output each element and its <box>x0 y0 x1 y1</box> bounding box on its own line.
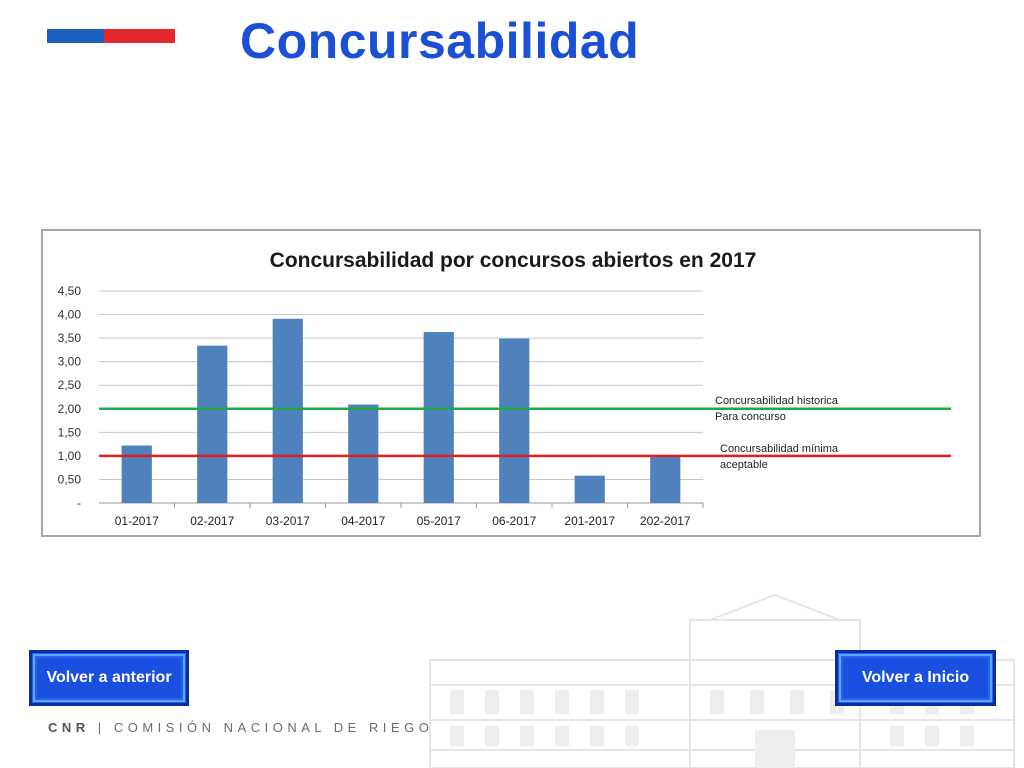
reference-line-label: Concursabilidad historica Para concurso <box>715 395 839 423</box>
bar <box>197 345 228 503</box>
footer-brand: CNR <box>48 720 90 735</box>
footer-org-name: COMISIÓN NACIONAL DE RIEGO <box>113 720 434 735</box>
page-title: Concursabilidad <box>240 13 640 69</box>
flag-blue-segment <box>47 29 104 43</box>
bar <box>348 404 379 503</box>
bar <box>499 338 530 503</box>
x-tick-label: 04-2017 <box>341 514 385 528</box>
back-button[interactable]: Volver a anterior <box>29 650 189 706</box>
y-tick-label: 1,50 <box>58 425 82 439</box>
x-tick-label: 02-2017 <box>190 514 234 528</box>
reference-line-label: Concursabilidad mínima aceptable <box>720 443 839 471</box>
bar <box>423 331 454 503</box>
x-tick-label: 01-2017 <box>115 514 159 528</box>
bar <box>574 475 605 503</box>
y-tick-label: 2,50 <box>58 378 82 392</box>
bar <box>121 445 152 503</box>
footer-separator: | <box>97 720 106 735</box>
x-tick-label: 03-2017 <box>266 514 310 528</box>
x-tick-label: 202-2017 <box>640 514 691 528</box>
footer-org-line: CNR | COMISIÓN NACIONAL DE RIEGO <box>48 720 433 735</box>
y-tick-label: 0,50 <box>58 472 82 486</box>
x-tick-label: 05-2017 <box>417 514 461 528</box>
x-tick-label: 06-2017 <box>492 514 536 528</box>
x-tick-label: 201-2017 <box>564 514 615 528</box>
y-tick-label: 4,50 <box>58 284 82 298</box>
bar <box>272 318 303 503</box>
bar <box>650 456 681 503</box>
y-tick-label: - <box>77 496 81 510</box>
bar-chart: Concursabilidad por concursos abiertos e… <box>58 249 951 528</box>
y-tick-label: 3,00 <box>58 355 82 369</box>
y-tick-label: 2,00 <box>58 402 82 416</box>
y-tick-label: 3,50 <box>58 331 82 345</box>
home-button[interactable]: Volver a Inicio <box>835 650 996 706</box>
y-tick-label: 4,00 <box>58 308 82 322</box>
chart-panel: Concursabilidad por concursos abiertos e… <box>41 229 981 537</box>
chile-flag-stripe <box>47 29 175 43</box>
chart-title: Concursabilidad por concursos abiertos e… <box>270 249 757 272</box>
flag-red-segment <box>104 29 175 43</box>
y-tick-label: 1,00 <box>58 449 82 463</box>
